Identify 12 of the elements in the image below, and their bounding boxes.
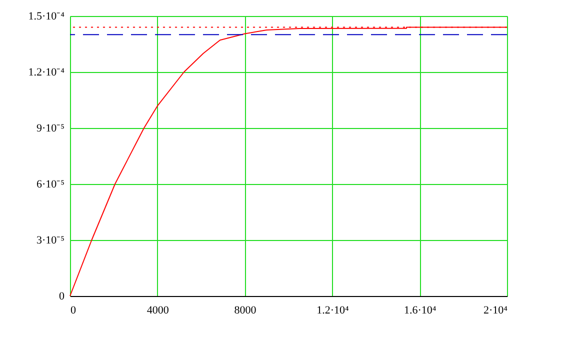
x-tick-label: 2·10⁴ <box>484 304 508 316</box>
y-tick-label: 6·10⁻⁵ <box>36 178 65 190</box>
y-tick-label: 3·10⁻⁵ <box>36 234 65 246</box>
x-tick-label: 1.2·10⁴ <box>316 304 349 316</box>
x-tick-label: 0 <box>70 304 76 316</box>
x-tick-label: 1.6·10⁴ <box>404 304 436 316</box>
y-tick-label: 1.5·10⁻⁴ <box>28 10 65 22</box>
x-tick-label: 8000 <box>234 304 257 316</box>
y-tick-label: 1.2·10⁻⁴ <box>28 66 65 78</box>
x-tick-label: 4000 <box>146 304 170 316</box>
y-tick-label: 9·10⁻⁵ <box>36 122 65 134</box>
y-tick-label: 0 <box>59 290 65 302</box>
